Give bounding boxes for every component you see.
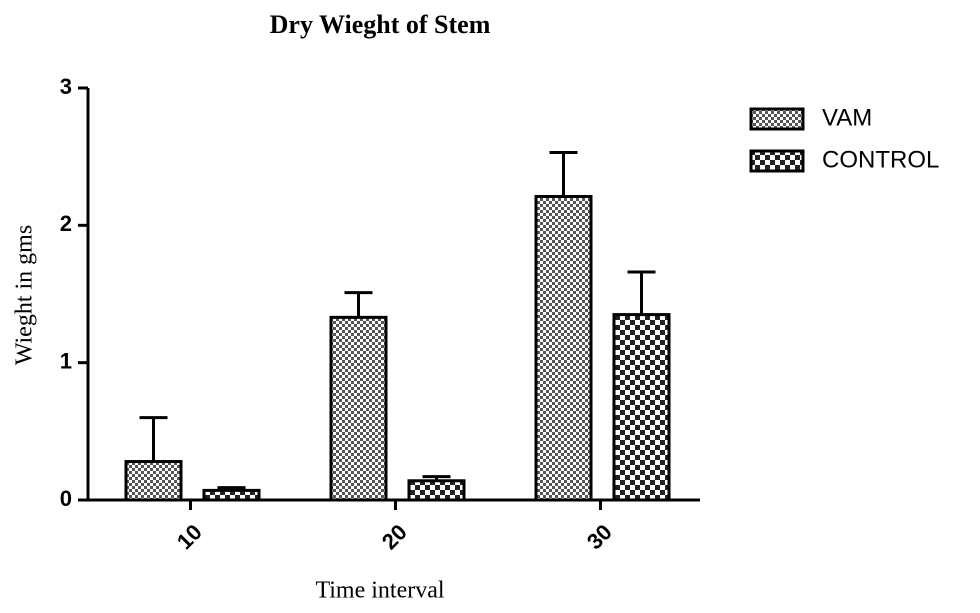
x-axis-label: Time interval [315,578,444,604]
chart-title: Dry Wieght of Stem [270,10,491,39]
x-tick-label: 30 [582,519,617,554]
y-tick-label: 2 [60,211,72,236]
bar [202,488,261,502]
bar [612,313,671,502]
y-tick-label: 0 [60,486,72,511]
bar [124,460,183,502]
legend-swatch [749,107,805,131]
bar [407,479,466,502]
legend-swatch [749,149,805,173]
bar [329,315,388,502]
x-tick-label: 10 [172,519,207,554]
y-axis-label: Wieght in gms [12,225,38,365]
y-tick-label: 3 [60,74,72,99]
legend-label: CONTROL [822,146,939,173]
bar [534,194,593,502]
x-tick-label: 20 [377,519,412,554]
legend-label: VAM [822,104,872,131]
y-tick-label: 1 [60,348,72,373]
